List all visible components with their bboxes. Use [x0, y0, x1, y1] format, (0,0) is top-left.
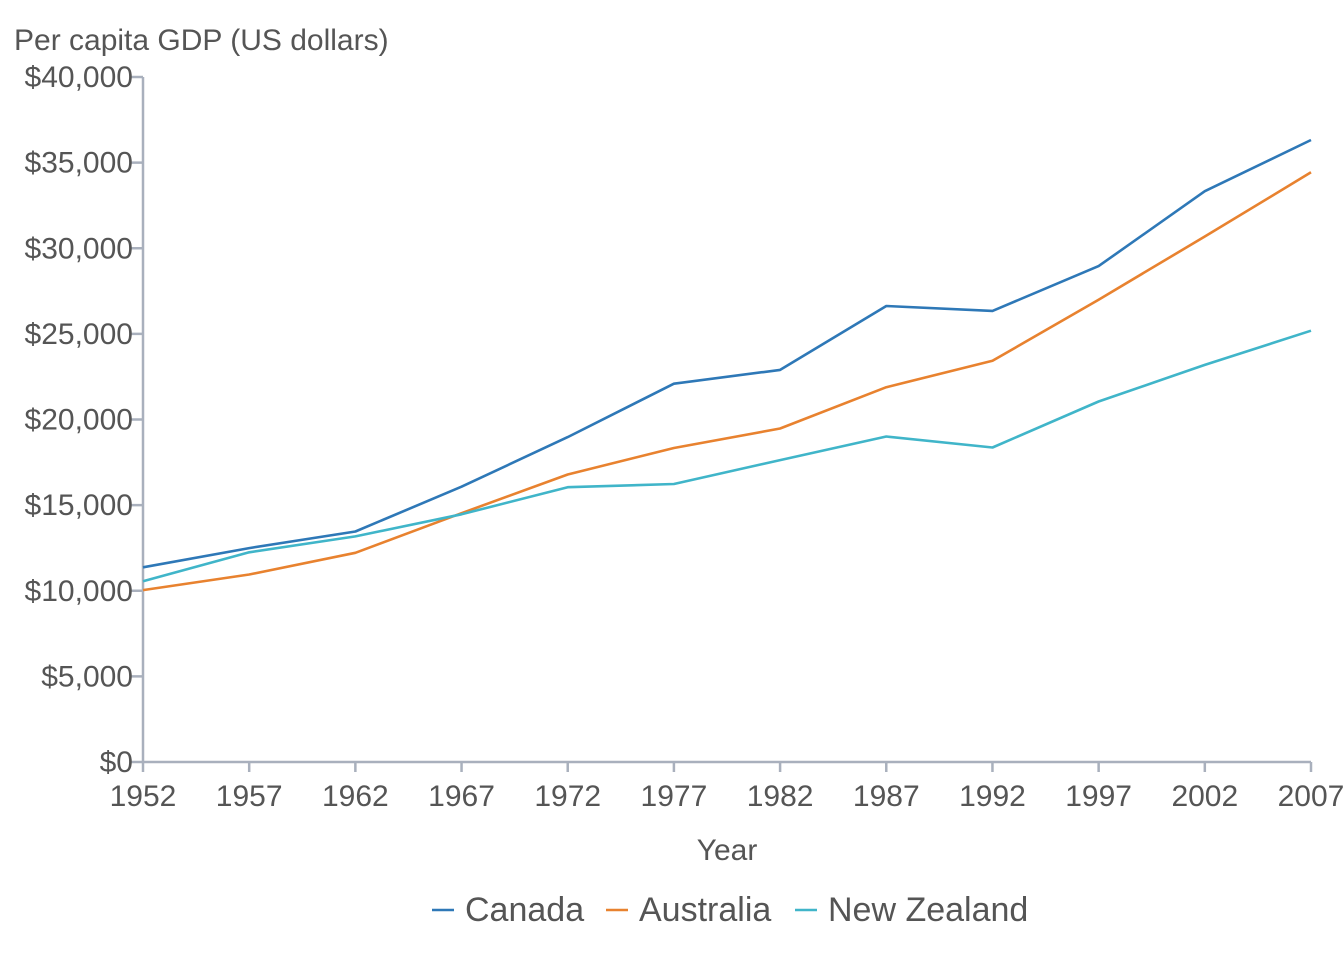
x-axis-title: Year	[697, 834, 758, 867]
x-tick-label: 2007	[1278, 780, 1344, 813]
legend-label-new-zealand: New Zealand	[828, 891, 1028, 929]
legend-label-canada: Canada	[465, 891, 584, 929]
x-tick-label: 1992	[959, 780, 1026, 813]
x-tick-label: 1982	[747, 780, 814, 813]
x-tick-label: 1972	[534, 780, 601, 813]
x-tick-label: 1967	[428, 780, 495, 813]
y-tick-label: $40,000	[25, 61, 133, 94]
y-tick-label: $35,000	[25, 147, 133, 180]
y-tick-label: $20,000	[25, 404, 133, 437]
x-tick-label: 1977	[641, 780, 708, 813]
y-tick-label: $5,000	[41, 660, 133, 693]
x-tick-label: 1952	[110, 780, 177, 813]
x-tick-label: 1957	[216, 780, 283, 813]
x-tick-label: 1962	[322, 780, 389, 813]
y-tick-label: $15,000	[25, 489, 133, 522]
legend: Canada Australia New Zealand	[432, 891, 1028, 929]
x-tick-label: 1987	[853, 780, 920, 813]
y-tick-label: $10,000	[25, 575, 133, 608]
y-axis: $0 $5,000 $10,000 $15,000 $20,000 $25,000 $30,…	[25, 61, 145, 779]
series-lines	[142, 138, 1312, 592]
x-tick-label: 1997	[1065, 780, 1132, 813]
y-axis-title: Per capita GDP (US dollars)	[14, 24, 389, 57]
series-line-canada	[142, 138, 1312, 569]
series-line-new-zealand	[142, 329, 1312, 583]
y-tick-label: $25,000	[25, 318, 133, 351]
y-tick-label: $0	[100, 746, 133, 779]
x-axis: 1952 1957 1962 1967 1972 1977 1982 1987 1992 1997…	[110, 760, 1344, 813]
y-tick-label: $30,000	[25, 232, 133, 265]
legend-label-australia: Australia	[639, 891, 771, 929]
x-tick-label: 2002	[1171, 780, 1238, 813]
series-line-australia	[142, 171, 1312, 592]
